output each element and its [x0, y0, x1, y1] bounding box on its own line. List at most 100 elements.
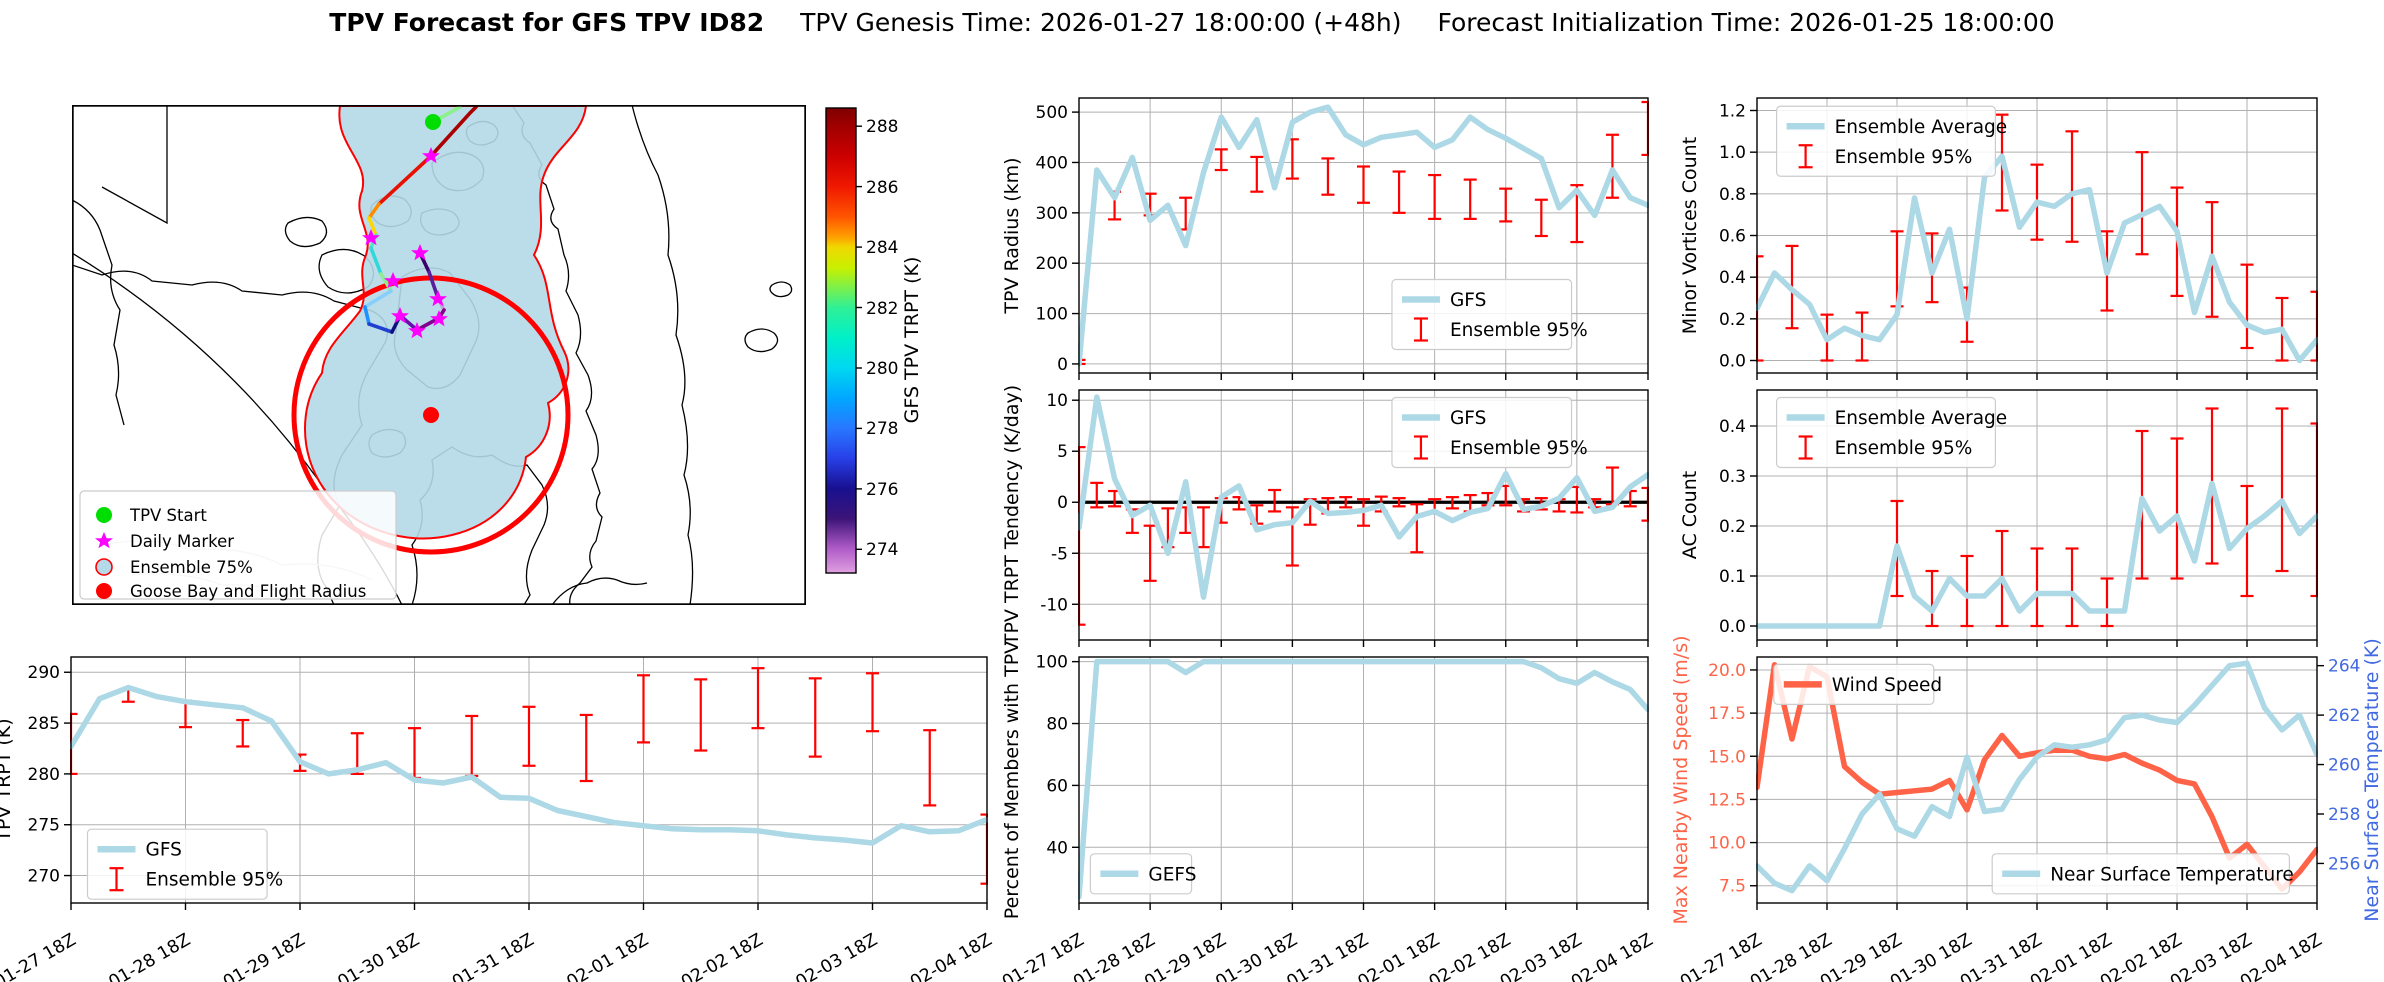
x-tick-label: 01-29 18Z: [220, 930, 309, 982]
panel-tpv-radius: 0 100 200 300 400 500 TPV Radius (km) GFS Ensemb…: [1001, 97, 1649, 380]
series-gfs: [1078, 104, 1649, 367]
panel-wind-temp: 7.510.012.515.017.520.025625826026226401…: [1670, 635, 2383, 982]
colorbar-tick-label: 282: [866, 299, 898, 319]
y-tick-label: 300: [1036, 204, 1068, 224]
y-tick-label: 60: [1046, 776, 1068, 796]
colorbar-tick-label: 288: [866, 117, 898, 137]
legend-symbol-errorbar: [109, 867, 124, 892]
y-tick-label-right: 260: [2328, 756, 2360, 776]
panel-minor-vortices: 0.0 0.2 0.4 0.6 0.8 1.0 1.2 Minor Vortices Coun…: [1679, 97, 2318, 380]
y-tick-label-right: 256: [2328, 854, 2360, 874]
legend-label: Ensemble Average: [1835, 117, 2008, 138]
y-tick-label: -10: [1040, 595, 1068, 615]
y-tick-label: 280: [28, 765, 60, 785]
legend-label: Ensemble 95%: [1835, 147, 1973, 168]
track-map: TPV Start Daily Marker Ensemble 75% Goos…: [72, 105, 806, 605]
y-tick-label: 0.4: [1719, 417, 1746, 437]
legend: Near Surface Temperature: [1991, 853, 2294, 895]
legend: Ensemble Average Ensemble 95%: [1775, 396, 2008, 469]
colorbar-tick-label: 278: [866, 419, 898, 439]
tick-labels: 0.0 0.2 0.4 0.6 0.8 1.0 1.2 Minor Vortices Coun…: [1679, 102, 1746, 372]
y-tick-label: -5: [1051, 544, 1068, 564]
y-tick-label-right: 258: [2328, 805, 2360, 825]
tpv-start-marker: [425, 114, 441, 130]
x-tick-label: 02-04 18Z: [2237, 930, 2326, 982]
x-tick-label: 01-30 18Z: [334, 930, 423, 982]
y-axis-label: TPV TRPT (K): [0, 718, 15, 842]
tick-marks: [1072, 111, 1649, 380]
ensemble-75-region: [304, 105, 588, 540]
tick-labels: 0 100 200 300 400 500 TPV Radius (km): [1001, 103, 1068, 375]
y-tick-label-right: 262: [2328, 706, 2360, 726]
y-tick-label: 200: [1036, 254, 1068, 274]
legend-label: Ensemble Average: [1835, 408, 2008, 429]
y-tick-label: 275: [28, 816, 60, 836]
y-tick-label: 0.0: [1719, 352, 1746, 372]
tick-labels: 10 5 0 -5 -10 TPV TRPT Tendency (K/day): [1001, 385, 1068, 646]
legend-box: [1775, 105, 1996, 177]
y-tick-label: 100: [1036, 653, 1068, 673]
y-tick-label: 100: [1036, 305, 1068, 325]
legend: Wind Speed: [1773, 663, 1942, 705]
series-gefs: [1078, 658, 1649, 900]
legend-label: Ensemble 95%: [1450, 438, 1588, 459]
x-tick-label: 02-04 18Z: [907, 930, 996, 982]
legend: Ensemble Average Ensemble 95%: [1775, 105, 2008, 177]
legend-label: Ensemble 95%: [1450, 320, 1588, 341]
legend-symbol-errorbar: [1798, 144, 1813, 169]
x-tick-label: 01-28 18Z: [105, 930, 194, 982]
colorbar-ticks: [856, 125, 862, 550]
y-tick-label: 0.0: [1719, 617, 1746, 637]
legend-label: GFS: [1450, 290, 1486, 311]
panel-tpv-trpt-tendency: 10 5 0 -5 -10 TPV TRPT Tendency (K/day) GFS Ens…: [1001, 385, 1649, 647]
y-tick-label: 10.0: [1708, 834, 1746, 854]
tick-labels: 0.0 0.1 0.2 0.3 0.4 AC Count: [1679, 417, 1746, 637]
legend-label: GFS: [1450, 408, 1486, 429]
colorbar-tick-label: 276: [866, 480, 898, 500]
y-tick-label-right: 264: [2328, 657, 2360, 677]
tick-marks: [1750, 664, 2324, 910]
y-tick-label: 0.6: [1719, 227, 1746, 247]
legend-label: Ensemble 95%: [145, 870, 283, 891]
y-tick-label: 0.2: [1719, 310, 1746, 330]
title-main: TPV Forecast for GFS TPV ID82: [329, 8, 765, 37]
legend: GFS Ensemble 95%: [1391, 278, 1588, 351]
legend: GFS Ensemble 95%: [86, 828, 283, 900]
tick-marks: [1072, 660, 1649, 910]
y-tick-label: 0.2: [1719, 517, 1746, 537]
figure-title: TPV Forecast for GFS TPV ID82 TPV Genesi…: [0, 8, 2384, 37]
tick-marks: [64, 671, 988, 910]
tick-marks: [1072, 399, 1649, 647]
series-gfs: [1078, 394, 1649, 600]
legend-box: [1773, 663, 1935, 705]
y-axis-label: Max Nearby Wind Speed (m/s): [1670, 635, 1692, 924]
y-tick-label: 0.8: [1719, 185, 1746, 205]
x-tick-label: 01-27 18Z: [0, 930, 80, 982]
colorbar-tick-label: 286: [866, 178, 898, 198]
y-tick-label: 0: [1057, 355, 1068, 375]
map-legend-label: Ensemble 75%: [130, 558, 253, 577]
colorbar-tick-labels: 288 286 284 282 280 278 276 274: [866, 117, 898, 560]
colorbar-axis-label: GFS TPV TRPT (K): [901, 257, 923, 424]
y-tick-label: 7.5: [1719, 877, 1746, 897]
series-wind-speed: [1756, 662, 2318, 892]
y-tick-label: 400: [1036, 153, 1068, 173]
map-legend-label: Goose Bay and Flight Radius: [130, 582, 366, 601]
y-tick-label: 20.0: [1708, 661, 1746, 681]
series-ensemble-average: [1756, 153, 2318, 364]
map-frame: [72, 105, 806, 605]
y-tick-label: 15.0: [1708, 747, 1746, 767]
legend-box: [1089, 853, 1193, 895]
x-tick-label: 02-02 18Z: [678, 930, 767, 982]
series-gfs: [70, 684, 988, 846]
map-legend: TPV Start Daily Marker Ensemble 75% Goos…: [79, 490, 397, 601]
legend-label: Near Surface Temperature: [2050, 864, 2294, 885]
series-ensemble-average: [1756, 480, 2318, 629]
y-axis-label: AC Count: [1679, 471, 1701, 559]
map-legend-label: Daily Marker: [130, 532, 234, 551]
tick-marks: [1750, 109, 2318, 380]
